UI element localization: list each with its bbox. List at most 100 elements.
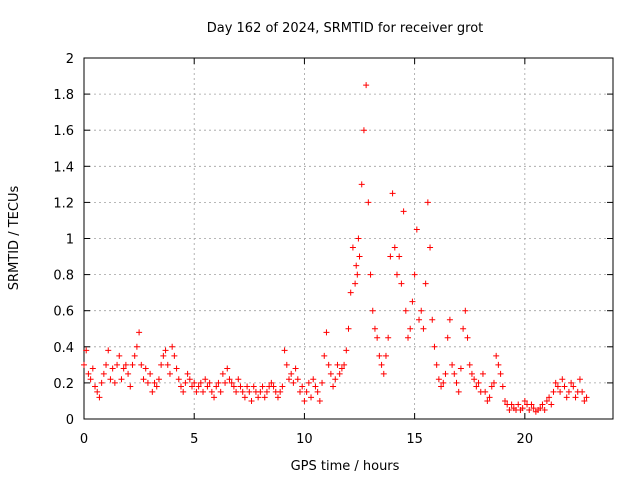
data-point [211, 394, 218, 401]
axis-ticks: 00.20.40.60.811.21.41.61.820 5 10 15 20 [53, 52, 613, 447]
x-tick-label: 10 [296, 432, 313, 447]
data-point [398, 280, 405, 287]
data-point [411, 271, 418, 278]
data-point [572, 394, 579, 401]
data-point [259, 383, 266, 390]
data-point [316, 397, 323, 404]
y-tick-label: 0.6 [53, 305, 74, 320]
data-point [543, 397, 550, 404]
data-point [288, 370, 295, 377]
data-point [308, 394, 315, 401]
data-point [539, 401, 546, 408]
data-point [446, 316, 453, 323]
data-point [147, 370, 154, 377]
data-point [353, 262, 360, 269]
data-point [215, 379, 222, 386]
data-point [140, 376, 147, 383]
data-point [111, 379, 118, 386]
data-point [323, 329, 330, 336]
data-point [360, 127, 367, 134]
data-point [114, 361, 121, 368]
data-point [224, 365, 231, 372]
y-tick-label: 1.4 [53, 160, 74, 175]
data-point [431, 343, 438, 350]
data-point [530, 405, 537, 412]
data-point [581, 397, 588, 404]
data-point [508, 401, 515, 408]
x-tick-label: 15 [406, 432, 423, 447]
y-tick-label: 1.2 [53, 196, 74, 211]
y-tick-label: 2 [66, 52, 74, 67]
data-point [473, 383, 480, 390]
data-point [438, 383, 445, 390]
data-point [105, 347, 112, 354]
y-tick-label: 0 [66, 413, 74, 428]
data-point [565, 388, 572, 395]
data-point [222, 379, 229, 386]
data-point [385, 334, 392, 341]
data-point [354, 271, 361, 278]
y-tick-label: 1.8 [53, 88, 74, 103]
data-point [217, 388, 224, 395]
data-point [376, 352, 383, 359]
data-point [427, 244, 434, 251]
y-axis-label: SRMTID / TECUs [7, 186, 22, 291]
data-point [429, 316, 436, 323]
data-point [356, 253, 363, 260]
data-point [349, 244, 356, 251]
data-point [493, 352, 500, 359]
data-point [173, 365, 180, 372]
data-point [343, 347, 350, 354]
data-point [382, 352, 389, 359]
data-point [230, 383, 237, 390]
data-point [89, 365, 96, 372]
data-point [541, 406, 548, 413]
data-point [380, 370, 387, 377]
data-point [550, 388, 557, 395]
data-point [297, 388, 304, 395]
data-point [85, 370, 92, 377]
data-point [270, 383, 277, 390]
data-point [219, 370, 226, 377]
data-point [325, 361, 332, 368]
data-point [526, 406, 533, 413]
y-tick-label: 0.4 [53, 341, 74, 356]
data-point [294, 376, 301, 383]
x-tick-label: 20 [517, 432, 534, 447]
data-point [393, 271, 400, 278]
data-point [495, 361, 502, 368]
data-point [226, 376, 233, 383]
data-point [537, 405, 544, 412]
y-tick-label: 0.2 [53, 377, 74, 392]
data-point [506, 406, 513, 413]
data-point [464, 334, 471, 341]
data-point [570, 383, 577, 390]
data-point [334, 361, 341, 368]
x-axis-label: GPS time / hours [291, 459, 400, 474]
data-point [285, 376, 292, 383]
data-point [486, 394, 493, 401]
data-point [158, 361, 165, 368]
x-tick-label: 0 [80, 432, 88, 447]
data-point [387, 253, 394, 260]
data-point [255, 394, 262, 401]
data-point [180, 388, 187, 395]
data-point [184, 370, 191, 377]
data-point [468, 370, 475, 377]
data-point [250, 383, 257, 390]
data-point [206, 379, 213, 386]
data-point [98, 379, 105, 386]
data-point [369, 307, 376, 314]
data-point [420, 325, 427, 332]
data-point [277, 388, 284, 395]
data-point [402, 307, 409, 314]
data-point [151, 379, 158, 386]
data-point [413, 226, 420, 233]
data-point [338, 365, 345, 372]
data-point [116, 352, 123, 359]
data-point [83, 347, 90, 354]
data-point [579, 388, 586, 395]
data-point [460, 325, 467, 332]
data-point [290, 379, 297, 386]
data-point [109, 365, 116, 372]
